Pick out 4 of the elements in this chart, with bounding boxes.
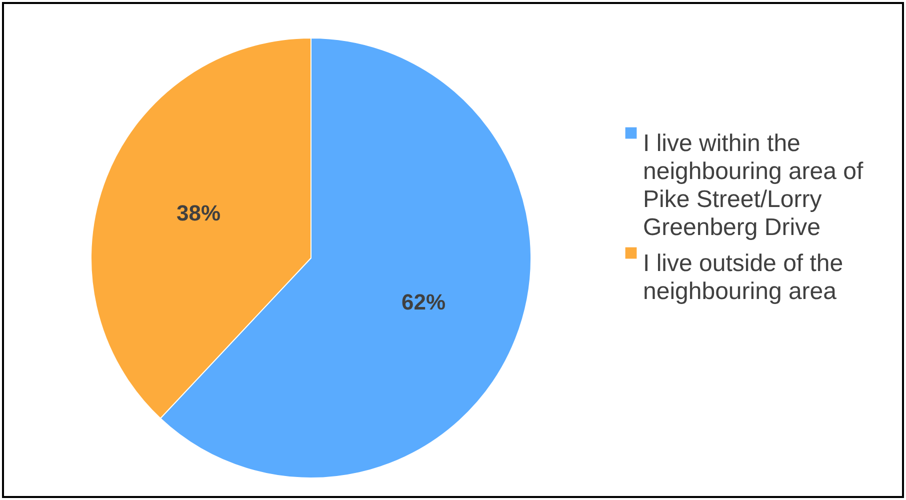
data-label: 38%: [176, 200, 221, 226]
data-label: 62%: [401, 290, 446, 315]
legend-label: I live within the neighbouring area of Pike Street/Lorry Greenberg Drive: [643, 130, 864, 241]
legend-label: I live outside of the neighbouring area: [643, 250, 844, 305]
